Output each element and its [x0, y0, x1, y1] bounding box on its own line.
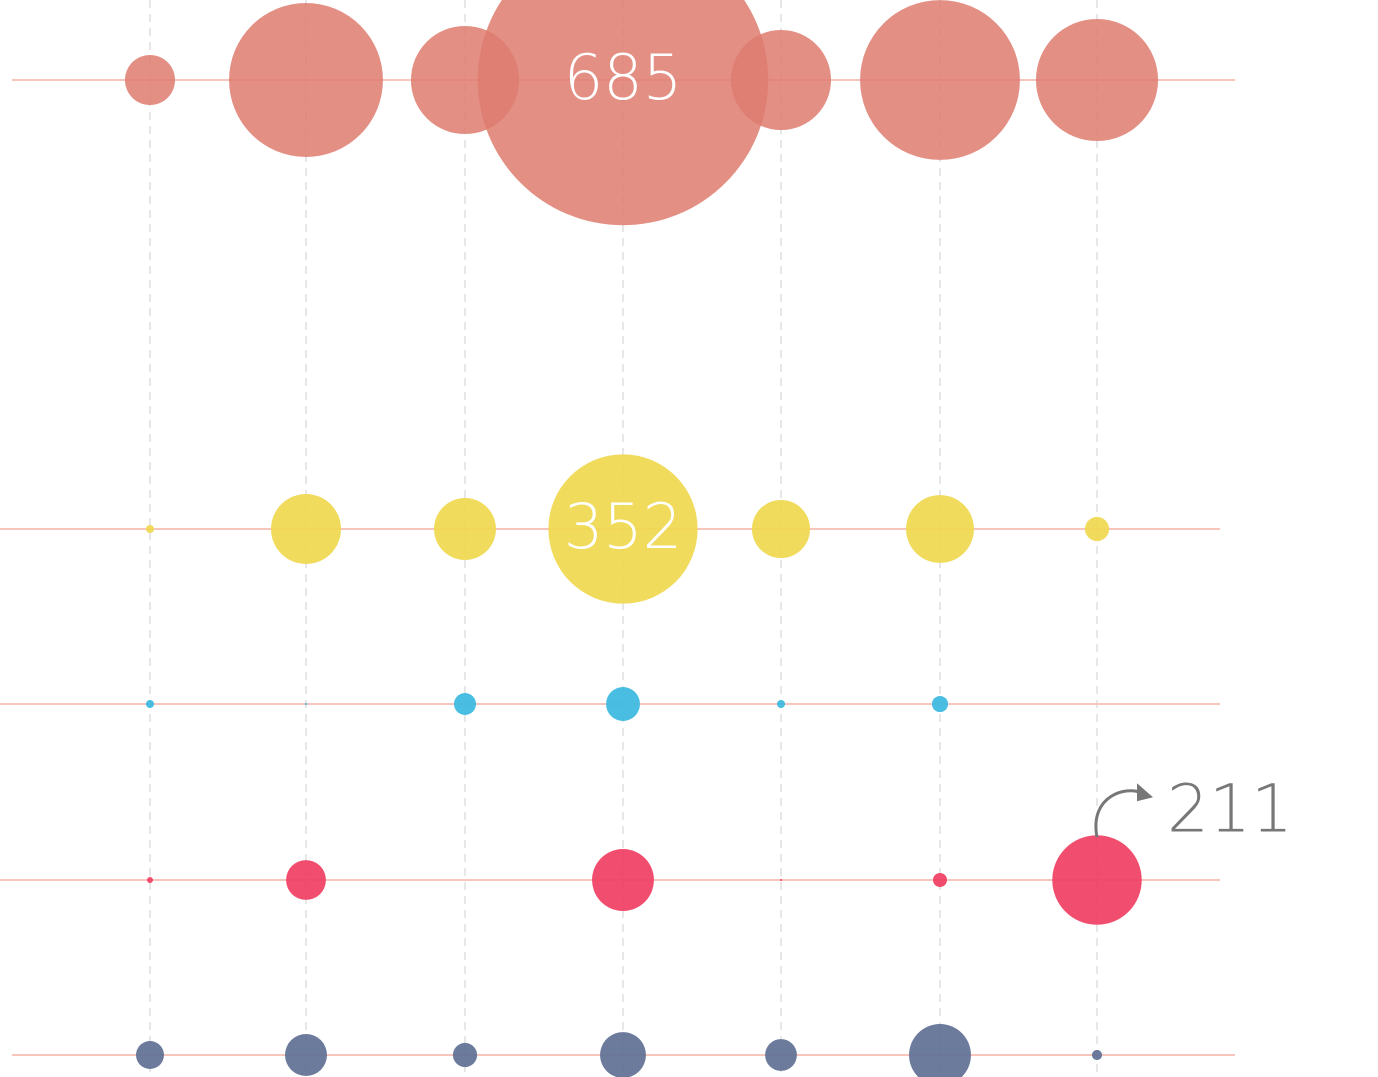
- bubble: [147, 877, 153, 883]
- bubble: [304, 702, 308, 706]
- bubble: [776, 699, 786, 709]
- bubble: [145, 524, 155, 534]
- bubble: [600, 1032, 646, 1077]
- bubble: [1052, 835, 1142, 925]
- bubble: [1091, 1049, 1103, 1061]
- bubble: [136, 1041, 164, 1069]
- bubble: [452, 1042, 478, 1068]
- bubble: [145, 699, 155, 709]
- bubble: [730, 29, 832, 131]
- bubble: [229, 3, 383, 157]
- bubble: [765, 1039, 797, 1071]
- value-label: 211: [1167, 770, 1293, 847]
- bubble: [548, 454, 698, 604]
- bubble: [906, 495, 974, 563]
- bubble: [606, 687, 640, 721]
- bubble: [453, 692, 477, 716]
- bubble: [434, 498, 496, 560]
- bubble: [271, 494, 341, 564]
- bubble: [285, 1034, 327, 1076]
- bubble: [1084, 516, 1110, 542]
- bubble: [1035, 18, 1159, 142]
- bubble: [286, 860, 326, 900]
- label-arrow: [1094, 789, 1143, 838]
- bubble: [477, 0, 769, 226]
- bubble: [751, 499, 811, 559]
- value-label: 685: [564, 41, 682, 114]
- value-label: 352: [564, 490, 682, 563]
- bubble: [931, 695, 949, 713]
- bubble: [779, 878, 783, 882]
- bubble: [592, 849, 654, 911]
- bubble: [933, 873, 947, 887]
- bubble: [909, 1024, 971, 1077]
- bubble: [124, 54, 176, 106]
- arrow-head: [1137, 783, 1153, 802]
- bubble: [860, 0, 1020, 160]
